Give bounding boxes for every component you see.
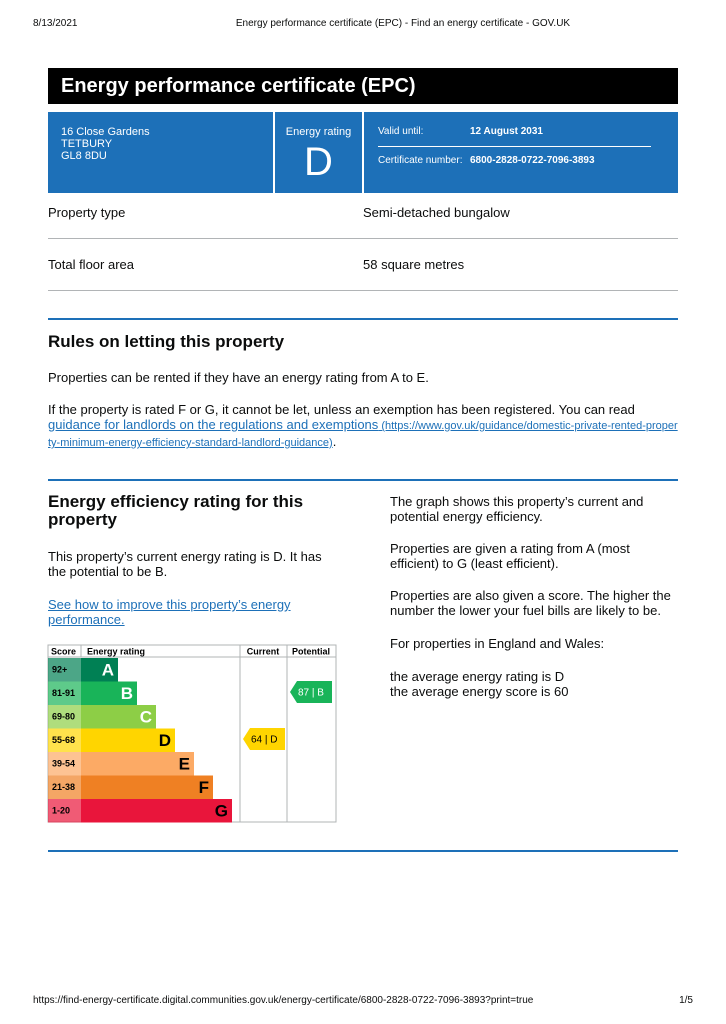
current-arrow bbox=[243, 728, 285, 750]
valid-label: Valid until: bbox=[378, 126, 424, 137]
heading: Rules on letting this property bbox=[48, 332, 285, 351]
cert-panel: Valid until: 12 August 2031 Certificate … bbox=[364, 112, 678, 193]
score-cell bbox=[48, 799, 81, 823]
band-letter: G bbox=[215, 801, 228, 820]
band-score: 21-38 bbox=[52, 782, 75, 792]
text: . bbox=[332, 434, 337, 449]
rating-panel: Energy rating D bbox=[275, 112, 362, 193]
title: Energy performance certificate (EPC) bbox=[61, 75, 416, 97]
score-cell bbox=[48, 775, 81, 799]
band bbox=[81, 775, 213, 799]
summary-value: 58 square metres bbox=[363, 257, 465, 272]
average: the average energy score is 60 bbox=[390, 684, 569, 699]
address-line: GL8 8DU bbox=[61, 150, 107, 162]
band bbox=[81, 728, 175, 752]
band-score: 81-91 bbox=[52, 688, 75, 698]
band bbox=[81, 752, 194, 776]
band-letter: E bbox=[179, 754, 190, 773]
title-bar: Energy performance certificate (EPC) bbox=[48, 68, 678, 104]
score-cell bbox=[48, 728, 81, 752]
page-number: 1/5 bbox=[679, 995, 693, 1006]
average: the average energy rating is D bbox=[390, 669, 565, 684]
rule bbox=[48, 238, 678, 239]
col-header: Current bbox=[247, 646, 280, 656]
section-rule bbox=[48, 318, 678, 320]
rating-table: Score Energy rating Current Potential 92… bbox=[47, 644, 337, 823]
paragraph: Properties are also given a score. The h… bbox=[390, 588, 671, 618]
cert-label: Certificate number: bbox=[378, 155, 463, 166]
summary-key: Total floor area bbox=[48, 257, 134, 272]
potential: 87 | B bbox=[298, 688, 324, 699]
print-date: 8/13/2021 bbox=[33, 18, 78, 29]
band-score: 69-80 bbox=[52, 711, 75, 721]
paragraph: This property’s current energy rating is… bbox=[48, 549, 322, 579]
col-header: Potential bbox=[292, 646, 330, 656]
band-letter: C bbox=[140, 707, 152, 726]
link[interactable]: guidance for landlords on the regulation… bbox=[48, 417, 379, 432]
address-line: TETBURY bbox=[61, 138, 113, 150]
paragraph: Properties are given a rating from A (mo… bbox=[390, 541, 630, 571]
col-header: Energy rating bbox=[87, 646, 145, 656]
link-url[interactable]: (https://www.gov.uk/guidance/domestic-pr… bbox=[48, 420, 678, 449]
rating: D bbox=[304, 140, 333, 184]
paragraph: Properties can be rented if they have an… bbox=[48, 370, 429, 385]
address-panel: 16 Close Gardens TETBURY GL8 8DU bbox=[48, 112, 273, 193]
print-url: https://find-energy-certificate.digital.… bbox=[33, 995, 534, 1006]
paragraph: For properties in England and Wales: bbox=[390, 636, 605, 651]
band-letter: B bbox=[121, 684, 133, 703]
band-letter: D bbox=[159, 731, 171, 750]
heading: Energy efficiency rating for this proper… bbox=[48, 492, 304, 529]
band-letter: F bbox=[199, 778, 209, 797]
band bbox=[81, 658, 118, 682]
text: If the property is rated F or G, it cann… bbox=[48, 402, 635, 417]
band-score: 39-54 bbox=[52, 758, 75, 768]
band-score: 1-20 bbox=[52, 805, 70, 815]
score-cell bbox=[48, 705, 81, 729]
section-rule bbox=[48, 850, 678, 852]
band-letter: A bbox=[102, 660, 114, 679]
band bbox=[81, 705, 156, 729]
paragraph: The graph shows this property’s current … bbox=[390, 494, 644, 524]
band bbox=[81, 681, 137, 705]
divider bbox=[378, 146, 651, 147]
summary-key: Property type bbox=[48, 205, 126, 220]
section-rule bbox=[48, 479, 678, 481]
score-cell bbox=[48, 752, 81, 776]
link[interactable]: See how to improve this property’s energ… bbox=[48, 597, 291, 627]
address-line: 16 Close Gardens bbox=[61, 126, 150, 138]
col-header: Score bbox=[51, 646, 76, 656]
valid: 12 August 2031 bbox=[470, 126, 543, 137]
address: 16 Close Gardens TETBURY GL8 8DU bbox=[61, 126, 150, 162]
cert: 6800-2828-0722-7096-3893 bbox=[470, 155, 595, 166]
score-cell bbox=[48, 658, 81, 682]
rule bbox=[48, 290, 678, 291]
current: 64 | D bbox=[251, 735, 278, 746]
score-cell bbox=[48, 681, 81, 705]
rating-label: Energy rating bbox=[285, 126, 352, 138]
paragraph: If the property is rated F or G, it cann… bbox=[48, 402, 680, 451]
band bbox=[81, 799, 232, 823]
potential-arrow bbox=[290, 681, 332, 703]
band-score: 92+ bbox=[52, 664, 67, 674]
summary-value: Semi-detached bungalow bbox=[363, 205, 510, 220]
band-score: 55-68 bbox=[52, 735, 75, 745]
print-title: Energy performance certificate (EPC) - F… bbox=[235, 18, 571, 29]
